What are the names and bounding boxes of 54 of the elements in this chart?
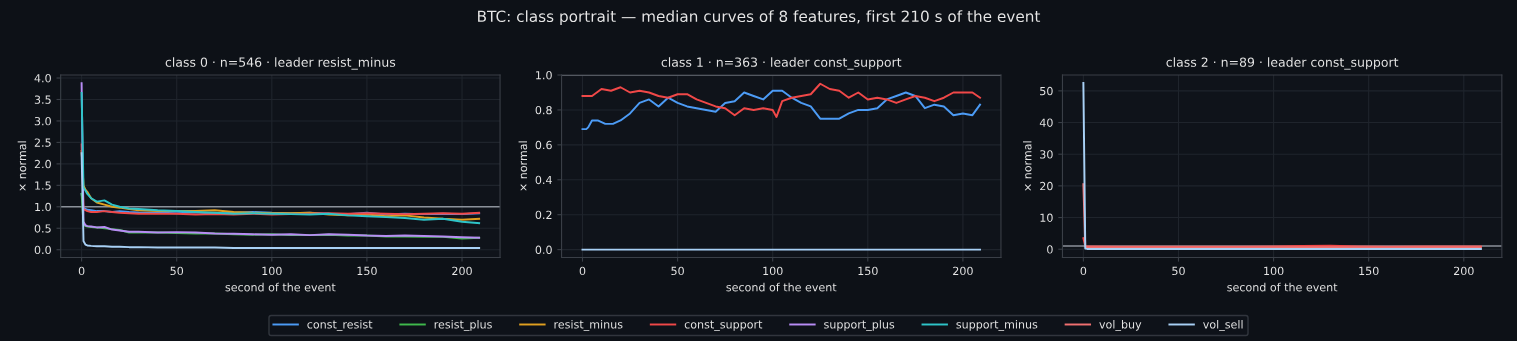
x-tick-label: 0 <box>78 266 85 276</box>
chart-title: class 0 · n=546 · leader resist_minus <box>165 57 396 70</box>
chart-title: class 2 · n=89 · leader const_support <box>1166 57 1399 70</box>
x-tick-label: 150 <box>357 266 377 276</box>
x-tick-label: 150 <box>858 266 878 276</box>
x-tick-label: 50 <box>1172 266 1185 276</box>
text: BTC: class portrait — median curves of 8 features, first 210 s of the event <box>478 10 1041 26</box>
legend-label: const_support <box>684 320 763 331</box>
x-tick-label: 100 <box>1264 266 1284 276</box>
y-tick-label: 3.0 <box>34 116 51 126</box>
y-tick-label: 0.4 <box>535 175 552 185</box>
legend-label: resist_minus <box>554 319 623 331</box>
y-axis-title: × normal <box>17 141 27 191</box>
x-axis-title: second of the event <box>726 282 837 292</box>
y-tick-label: 0.5 <box>34 224 51 233</box>
x-tick-label: 200 <box>953 266 973 276</box>
y-tick-label: 0.2 <box>535 210 552 220</box>
y-tick-label: 0.0 <box>34 245 51 255</box>
y-tick-label: 20 <box>1040 181 1053 191</box>
y-tick-label: 3.5 <box>34 95 51 104</box>
y-axis-title: × normal <box>518 141 528 191</box>
y-tick-label: 40 <box>1039 118 1053 127</box>
x-tick-label: 200 <box>1454 266 1474 276</box>
y-tick-label: 1.5 <box>35 181 51 190</box>
legend-label: support_minus <box>956 319 1038 331</box>
x-tick-label: 200 <box>452 266 472 276</box>
legend-label: vol_buy <box>1099 319 1142 331</box>
y-tick-label: 1.0 <box>536 70 552 80</box>
y-tick-label: 2.5 <box>34 138 51 147</box>
y-tick-label: 10 <box>1040 213 1053 222</box>
y-tick-label: 0.8 <box>535 105 552 115</box>
y-tick-label: 50 <box>1040 86 1053 96</box>
y-tick-label: 0.6 <box>535 140 552 150</box>
legend-label: resist_plus <box>434 319 492 331</box>
y-tick-label: 1.0 <box>35 202 51 212</box>
y-tick-label: 30 <box>1040 150 1053 159</box>
x-tick-label: 100 <box>262 266 282 276</box>
legend-label: vol_sell <box>1203 319 1243 331</box>
x-tick-label: 150 <box>1359 266 1379 276</box>
y-tick-label: 4.0 <box>34 74 51 83</box>
x-axis-title: second of the event <box>225 282 336 292</box>
x-tick-label: 50 <box>671 266 684 276</box>
x-tick-label: 0 <box>1080 266 1087 276</box>
y-tick-label: 0.0 <box>535 245 552 254</box>
y-tick-label: 0 <box>1047 245 1053 254</box>
legend-label: support_plus <box>824 319 895 331</box>
y-tick-label: 2.0 <box>34 159 51 169</box>
x-tick-label: 50 <box>170 266 184 276</box>
chart-title: class 1 · n=363 · leader const_support <box>661 57 902 70</box>
legend-label: const_resist <box>307 319 373 331</box>
x-axis-title: second of the event <box>1227 282 1338 292</box>
x-tick-label: 100 <box>763 266 783 276</box>
x-tick-label: 0 <box>579 266 586 276</box>
y-axis-title: × normal <box>1022 141 1032 191</box>
